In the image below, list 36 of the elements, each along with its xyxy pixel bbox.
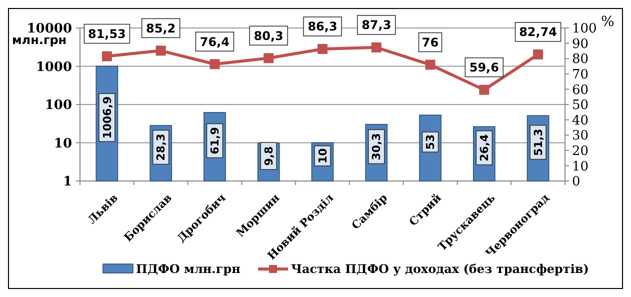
y2-tick-label: 30 xyxy=(572,128,589,144)
y2-tick-label: 10 xyxy=(572,159,589,174)
data-label: 51,3 xyxy=(532,128,545,156)
y2-tick-label: 50 xyxy=(572,98,589,114)
y2-tick-label: 100 xyxy=(572,22,597,37)
data-label: 26,4 xyxy=(478,134,492,162)
data-label: 76,4 xyxy=(200,34,230,49)
legend-label: ПДФО млн.грн xyxy=(136,262,241,276)
legend-label: Частка ПДФО у доходах (без трансфертів) xyxy=(291,262,589,276)
data-label: 80,3 xyxy=(254,28,284,43)
y-tick-label: 100 xyxy=(44,98,72,114)
data-label: 87,3 xyxy=(362,18,392,32)
data-label: 1006,9 xyxy=(100,96,114,139)
data-label: 53 xyxy=(424,134,438,150)
y2-axis-title: % xyxy=(601,14,614,30)
data-label: 28,3 xyxy=(154,134,168,161)
data-label: 82,74 xyxy=(519,25,558,40)
y2-tick-label: 20 xyxy=(572,144,589,159)
y2-tick-label: 90 xyxy=(572,36,589,52)
y2-tick-label: 0 xyxy=(572,174,580,190)
data-label: 81,53 xyxy=(88,26,126,41)
data-label: 85,2 xyxy=(146,21,176,36)
y-tick-label: 1000 xyxy=(36,60,72,75)
y-tick-label: 10 xyxy=(54,136,72,152)
data-label: 10 xyxy=(316,148,330,164)
data-label: 86,3 xyxy=(308,20,338,34)
data-label: 76 xyxy=(422,35,439,50)
y2-tick-label: 70 xyxy=(572,67,589,82)
y2-tick-label: 80 xyxy=(572,52,589,68)
data-label: 30,3 xyxy=(370,133,384,160)
data-label: 9,8 xyxy=(262,146,276,166)
data-label: 59,6 xyxy=(469,60,499,75)
y-tick-label: 1 xyxy=(62,174,72,190)
data-label: 61,9 xyxy=(208,127,222,154)
y2-tick-label: 60 xyxy=(572,82,589,98)
y2-tick-label: 40 xyxy=(572,113,589,128)
